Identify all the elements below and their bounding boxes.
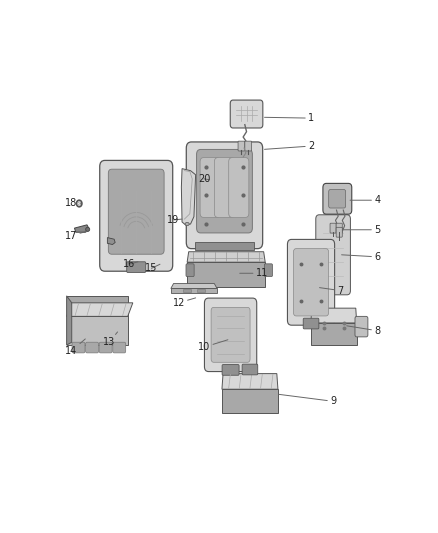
FancyBboxPatch shape xyxy=(229,158,249,217)
Text: 2: 2 xyxy=(265,141,314,151)
FancyBboxPatch shape xyxy=(230,100,263,128)
Ellipse shape xyxy=(77,200,82,207)
FancyBboxPatch shape xyxy=(316,215,350,295)
FancyBboxPatch shape xyxy=(264,264,272,277)
Ellipse shape xyxy=(86,227,90,231)
Text: 10: 10 xyxy=(198,340,228,352)
Text: 16: 16 xyxy=(124,259,138,269)
FancyBboxPatch shape xyxy=(127,262,146,272)
FancyBboxPatch shape xyxy=(215,158,234,217)
FancyBboxPatch shape xyxy=(100,160,173,271)
Polygon shape xyxy=(67,296,72,345)
FancyBboxPatch shape xyxy=(287,239,335,325)
FancyBboxPatch shape xyxy=(186,264,194,277)
Text: 11: 11 xyxy=(240,268,268,278)
Text: 9: 9 xyxy=(279,394,336,406)
FancyBboxPatch shape xyxy=(242,364,258,375)
Text: 14: 14 xyxy=(65,339,85,356)
Polygon shape xyxy=(222,389,278,413)
Text: 19: 19 xyxy=(167,215,182,225)
Text: 12: 12 xyxy=(173,298,196,308)
FancyBboxPatch shape xyxy=(72,342,85,353)
Polygon shape xyxy=(311,323,357,345)
FancyBboxPatch shape xyxy=(113,342,126,353)
Ellipse shape xyxy=(78,202,81,205)
FancyBboxPatch shape xyxy=(336,227,342,237)
Polygon shape xyxy=(187,252,265,262)
FancyBboxPatch shape xyxy=(355,317,368,337)
Polygon shape xyxy=(67,296,128,317)
Text: 5: 5 xyxy=(343,225,380,235)
FancyBboxPatch shape xyxy=(211,308,250,362)
FancyBboxPatch shape xyxy=(328,190,346,208)
Text: 20: 20 xyxy=(198,174,210,184)
FancyBboxPatch shape xyxy=(86,342,99,353)
FancyBboxPatch shape xyxy=(238,141,245,151)
Text: 15: 15 xyxy=(145,263,160,273)
Text: 13: 13 xyxy=(103,332,117,347)
Polygon shape xyxy=(171,288,217,293)
FancyBboxPatch shape xyxy=(303,318,319,329)
Text: 8: 8 xyxy=(346,326,380,336)
FancyBboxPatch shape xyxy=(336,223,342,233)
FancyBboxPatch shape xyxy=(245,141,251,151)
FancyBboxPatch shape xyxy=(197,149,252,233)
Polygon shape xyxy=(222,374,278,389)
FancyBboxPatch shape xyxy=(205,298,257,372)
FancyBboxPatch shape xyxy=(323,183,352,214)
FancyBboxPatch shape xyxy=(293,248,328,316)
Text: 7: 7 xyxy=(320,286,343,295)
Text: 17: 17 xyxy=(65,230,87,240)
Polygon shape xyxy=(171,284,217,288)
Text: 18: 18 xyxy=(65,198,80,208)
Bar xyxy=(194,243,254,250)
FancyBboxPatch shape xyxy=(108,169,164,254)
Text: 1: 1 xyxy=(265,113,314,123)
Polygon shape xyxy=(67,317,128,345)
Polygon shape xyxy=(74,225,88,232)
FancyBboxPatch shape xyxy=(222,365,239,375)
Ellipse shape xyxy=(185,222,189,225)
Text: 6: 6 xyxy=(342,252,380,262)
Polygon shape xyxy=(181,168,196,225)
FancyBboxPatch shape xyxy=(330,223,336,233)
Text: 4: 4 xyxy=(350,195,380,205)
Polygon shape xyxy=(67,303,133,317)
Polygon shape xyxy=(311,308,357,323)
Bar xyxy=(197,289,205,292)
FancyBboxPatch shape xyxy=(99,342,112,353)
Polygon shape xyxy=(107,238,115,245)
FancyBboxPatch shape xyxy=(200,158,220,217)
Polygon shape xyxy=(187,262,265,287)
Bar xyxy=(183,289,191,292)
FancyBboxPatch shape xyxy=(186,142,263,248)
